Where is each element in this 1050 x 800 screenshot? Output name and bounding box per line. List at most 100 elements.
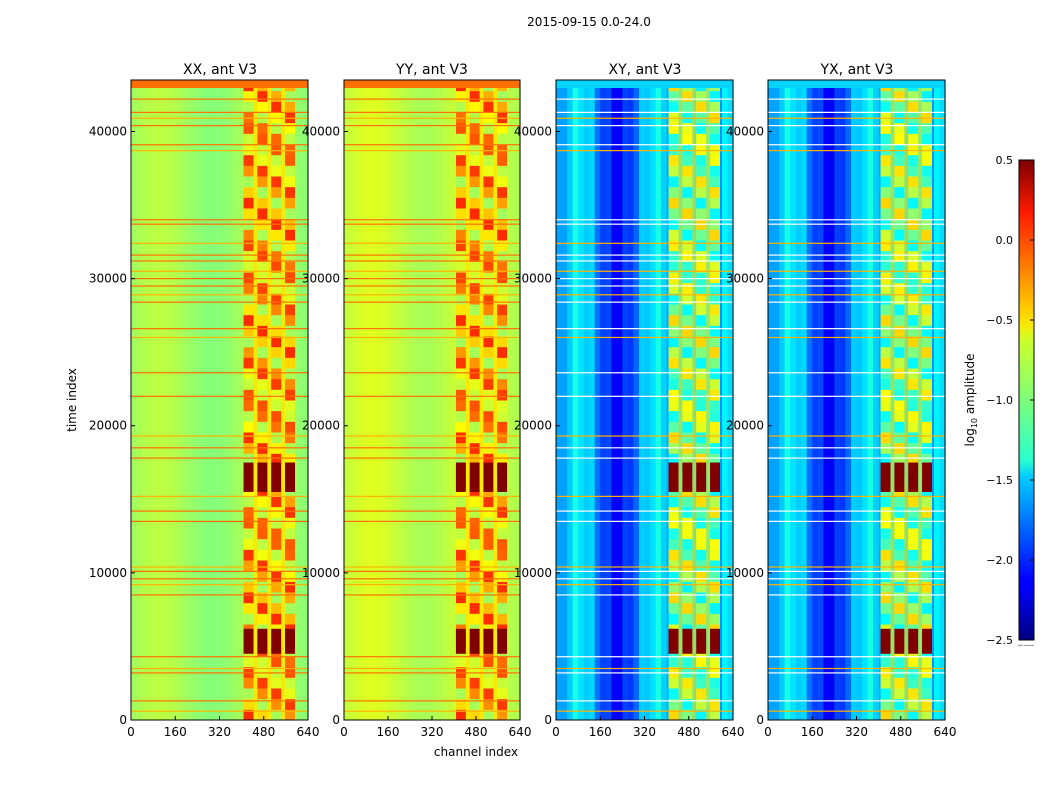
rfi-cell bbox=[469, 229, 480, 241]
rfi-cell bbox=[710, 528, 721, 540]
rfi-cell bbox=[668, 197, 679, 209]
rfi-burst bbox=[243, 462, 254, 492]
rfi-cell bbox=[455, 538, 466, 550]
heatmap-band bbox=[622, 80, 629, 720]
rfi-cell bbox=[668, 677, 679, 689]
rfi-cell bbox=[682, 112, 693, 124]
heatmap-band bbox=[219, 80, 226, 720]
heatmap-band bbox=[721, 80, 729, 720]
rfi-cell bbox=[469, 336, 480, 348]
rfi-cell bbox=[880, 282, 891, 294]
rfi-cell bbox=[668, 122, 679, 134]
rfi-cell bbox=[469, 282, 480, 294]
x-tick-label: 640 bbox=[509, 725, 532, 739]
rfi-cell bbox=[271, 165, 282, 177]
flagged-row bbox=[131, 372, 308, 374]
rfi-cell bbox=[880, 709, 891, 721]
rfi-cell bbox=[894, 261, 905, 273]
rfi-cell bbox=[710, 186, 721, 198]
rfi-cell bbox=[257, 698, 268, 710]
rfi-cell bbox=[285, 357, 296, 369]
rfi-cell bbox=[285, 506, 296, 518]
rfi-cell bbox=[497, 453, 508, 465]
flagged-row bbox=[768, 270, 945, 272]
rfi-cell bbox=[285, 325, 296, 337]
flagged-row bbox=[556, 570, 733, 573]
rfi-cell bbox=[469, 581, 480, 593]
heatmap-band bbox=[175, 80, 182, 720]
rfi-cell bbox=[497, 346, 508, 358]
rfi-cell bbox=[285, 677, 296, 689]
rfi-burst bbox=[880, 628, 891, 654]
rfi-cell bbox=[710, 325, 721, 337]
rfi-cell bbox=[668, 282, 679, 294]
colorbar-tick-label: 0.0 bbox=[996, 234, 1014, 247]
flagged-row bbox=[768, 125, 945, 127]
rfi-cell bbox=[894, 154, 905, 166]
flagged-row bbox=[131, 294, 308, 296]
rfi-cell bbox=[271, 304, 282, 316]
flagged-row bbox=[556, 520, 733, 522]
rfi-cell bbox=[497, 432, 508, 444]
rfi-cell bbox=[469, 208, 480, 220]
rfi-cell bbox=[483, 357, 494, 369]
rfi-cell bbox=[455, 368, 466, 380]
flagged-row bbox=[768, 700, 945, 702]
flagged-row bbox=[131, 584, 308, 586]
heatmap-band bbox=[296, 80, 304, 720]
rfi-cell bbox=[710, 421, 721, 433]
rfi-cell bbox=[922, 570, 933, 582]
top-strip bbox=[344, 80, 520, 88]
rfi-cell bbox=[710, 368, 721, 380]
rfi-cell bbox=[682, 304, 693, 316]
rfi-cell bbox=[668, 602, 679, 614]
flagged-row bbox=[556, 584, 733, 586]
rfi-cell bbox=[271, 378, 282, 390]
flagged-row bbox=[768, 672, 945, 674]
rfi-burst bbox=[497, 462, 508, 492]
flagged-row bbox=[131, 242, 308, 244]
y-axis-yx: 0 10000 20000 30000 40000 bbox=[726, 124, 772, 727]
rfi-cell bbox=[271, 538, 282, 550]
rfi-cell bbox=[285, 421, 296, 433]
rfi-cell bbox=[682, 549, 693, 561]
rfi-cell bbox=[696, 592, 707, 604]
rfi-cell bbox=[497, 240, 508, 252]
heatmap-band bbox=[404, 80, 411, 720]
rfi-cell bbox=[668, 250, 679, 262]
rfi-cell bbox=[469, 677, 480, 689]
rfi-cell bbox=[469, 144, 480, 156]
rfi-cell bbox=[257, 122, 268, 134]
flagged-row bbox=[344, 294, 520, 296]
rfi-cell bbox=[483, 112, 494, 124]
rfi-cell bbox=[243, 677, 254, 689]
rfi-cell bbox=[455, 272, 466, 284]
rfi-cell bbox=[894, 186, 905, 198]
rfi-cell bbox=[696, 602, 707, 614]
y-axis-xx: 0 10000 20000 30000 40000 bbox=[89, 124, 135, 727]
top-strip bbox=[768, 80, 945, 88]
rfi-cell bbox=[696, 133, 707, 145]
flagged-row bbox=[556, 372, 733, 374]
rfi-cell bbox=[257, 314, 268, 326]
rfi-cell bbox=[696, 208, 707, 220]
rfi-cell bbox=[922, 560, 933, 572]
rfi-cell bbox=[455, 122, 466, 134]
rfi-cell bbox=[880, 453, 891, 465]
x-tick-label: 320 bbox=[633, 725, 656, 739]
rfi-cell bbox=[894, 453, 905, 465]
rfi-cell bbox=[696, 336, 707, 348]
rfi-cell bbox=[257, 154, 268, 166]
rfi-cell bbox=[469, 602, 480, 614]
rfi-cell bbox=[682, 282, 693, 294]
rfi-cell bbox=[243, 538, 254, 550]
rfi-cell bbox=[880, 346, 891, 358]
rfi-cell bbox=[894, 709, 905, 721]
flagged-row bbox=[131, 566, 308, 568]
rfi-cell bbox=[455, 314, 466, 326]
flagged-row bbox=[131, 594, 308, 596]
rfi-cell bbox=[271, 133, 282, 145]
rfi-cell bbox=[710, 293, 721, 305]
flagged-row bbox=[768, 223, 945, 225]
rfi-cell bbox=[894, 282, 905, 294]
